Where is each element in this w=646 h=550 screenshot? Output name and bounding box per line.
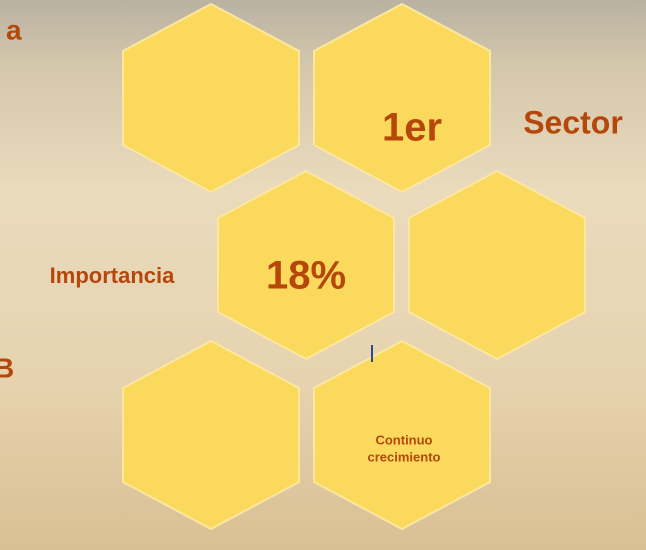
hexagon [408, 169, 586, 361]
hexagon-label: 18% [266, 254, 346, 298]
hexagon-label: 1er [382, 106, 442, 150]
side-label: B [0, 352, 14, 383]
side-label: Sector [523, 104, 623, 140]
hexagon [313, 2, 491, 194]
hexagon [122, 339, 300, 531]
hexagon-label: Continuo [375, 432, 432, 447]
side-label: Importancia [50, 263, 175, 288]
hexagon [217, 169, 395, 361]
hexagon-grid [122, 2, 586, 531]
side-label: a [6, 14, 22, 45]
hexagon-label: crecimiento [368, 449, 441, 464]
hexagon [122, 2, 300, 194]
hexagon [313, 339, 491, 531]
